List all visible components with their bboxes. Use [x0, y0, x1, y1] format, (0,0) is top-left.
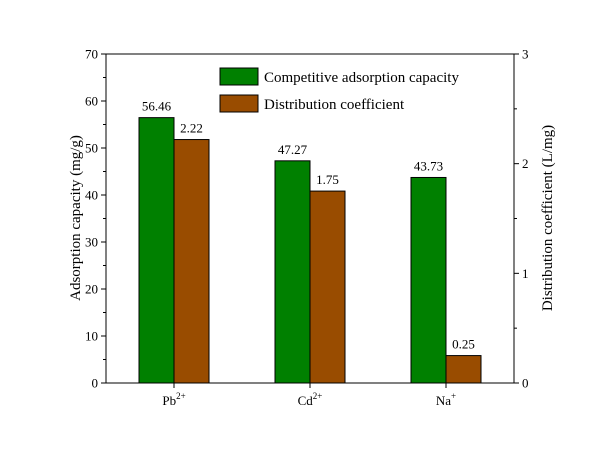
y-tick-label: 10 — [85, 329, 98, 344]
y2-tick-label: 2 — [522, 156, 529, 171]
x-tick-label: Na+ — [436, 391, 456, 408]
data-label: 47.27 — [278, 142, 308, 157]
bar-series-2 — [309, 190, 346, 384]
x-axis: Pb2+ Cd2+ Na+ — [162, 383, 456, 408]
bar-series-2 — [445, 355, 482, 384]
data-label: 0.25 — [452, 337, 475, 352]
legend-swatch-series-2 — [219, 94, 259, 113]
legend-label-series-1: Competitive adsorption capacity — [264, 70, 459, 86]
legend: Competitive adsorption capacity Distribu… — [219, 67, 459, 113]
y2-tick-label: 1 — [522, 266, 529, 281]
x-tick-label: Cd2+ — [298, 391, 323, 408]
left-axis: 0 10 20 30 40 50 60 70 — [85, 47, 106, 391]
data-label: 1.75 — [316, 172, 339, 187]
y2-tick-label: 0 — [522, 376, 529, 391]
bar-series-1 — [410, 176, 447, 384]
y-tick-label: 50 — [85, 141, 98, 156]
x-tick-label: Pb2+ — [162, 391, 185, 408]
data-label: 56.46 — [142, 99, 172, 114]
bar-series-2 — [173, 139, 210, 384]
data-label: 2.22 — [180, 121, 203, 136]
data-label: 43.73 — [414, 158, 443, 173]
y-tick-label: 30 — [85, 235, 98, 250]
y2-tick-label: 3 — [522, 47, 529, 62]
y-tick-label: 70 — [85, 47, 98, 62]
y-axis-title: Adsorption capacity (mg/g) — [68, 135, 84, 301]
legend-label-series-2: Distribution coefficient — [264, 97, 405, 113]
data-labels: 56.46 2.22 47.27 1.75 43.73 0.25 — [142, 99, 475, 352]
y-tick-label: 20 — [85, 282, 98, 297]
bar-series-1 — [274, 160, 311, 384]
y-tick-label: 0 — [92, 376, 99, 391]
legend-swatch-series-1 — [219, 67, 259, 86]
bars — [138, 117, 482, 384]
y-tick-label: 60 — [85, 94, 98, 109]
right-axis: 0 1 2 3 — [514, 47, 529, 391]
y2-axis-title: Distribution coefficient (L/mg) — [540, 125, 556, 311]
bar-series-1 — [138, 117, 175, 384]
y-tick-label: 40 — [85, 188, 98, 203]
